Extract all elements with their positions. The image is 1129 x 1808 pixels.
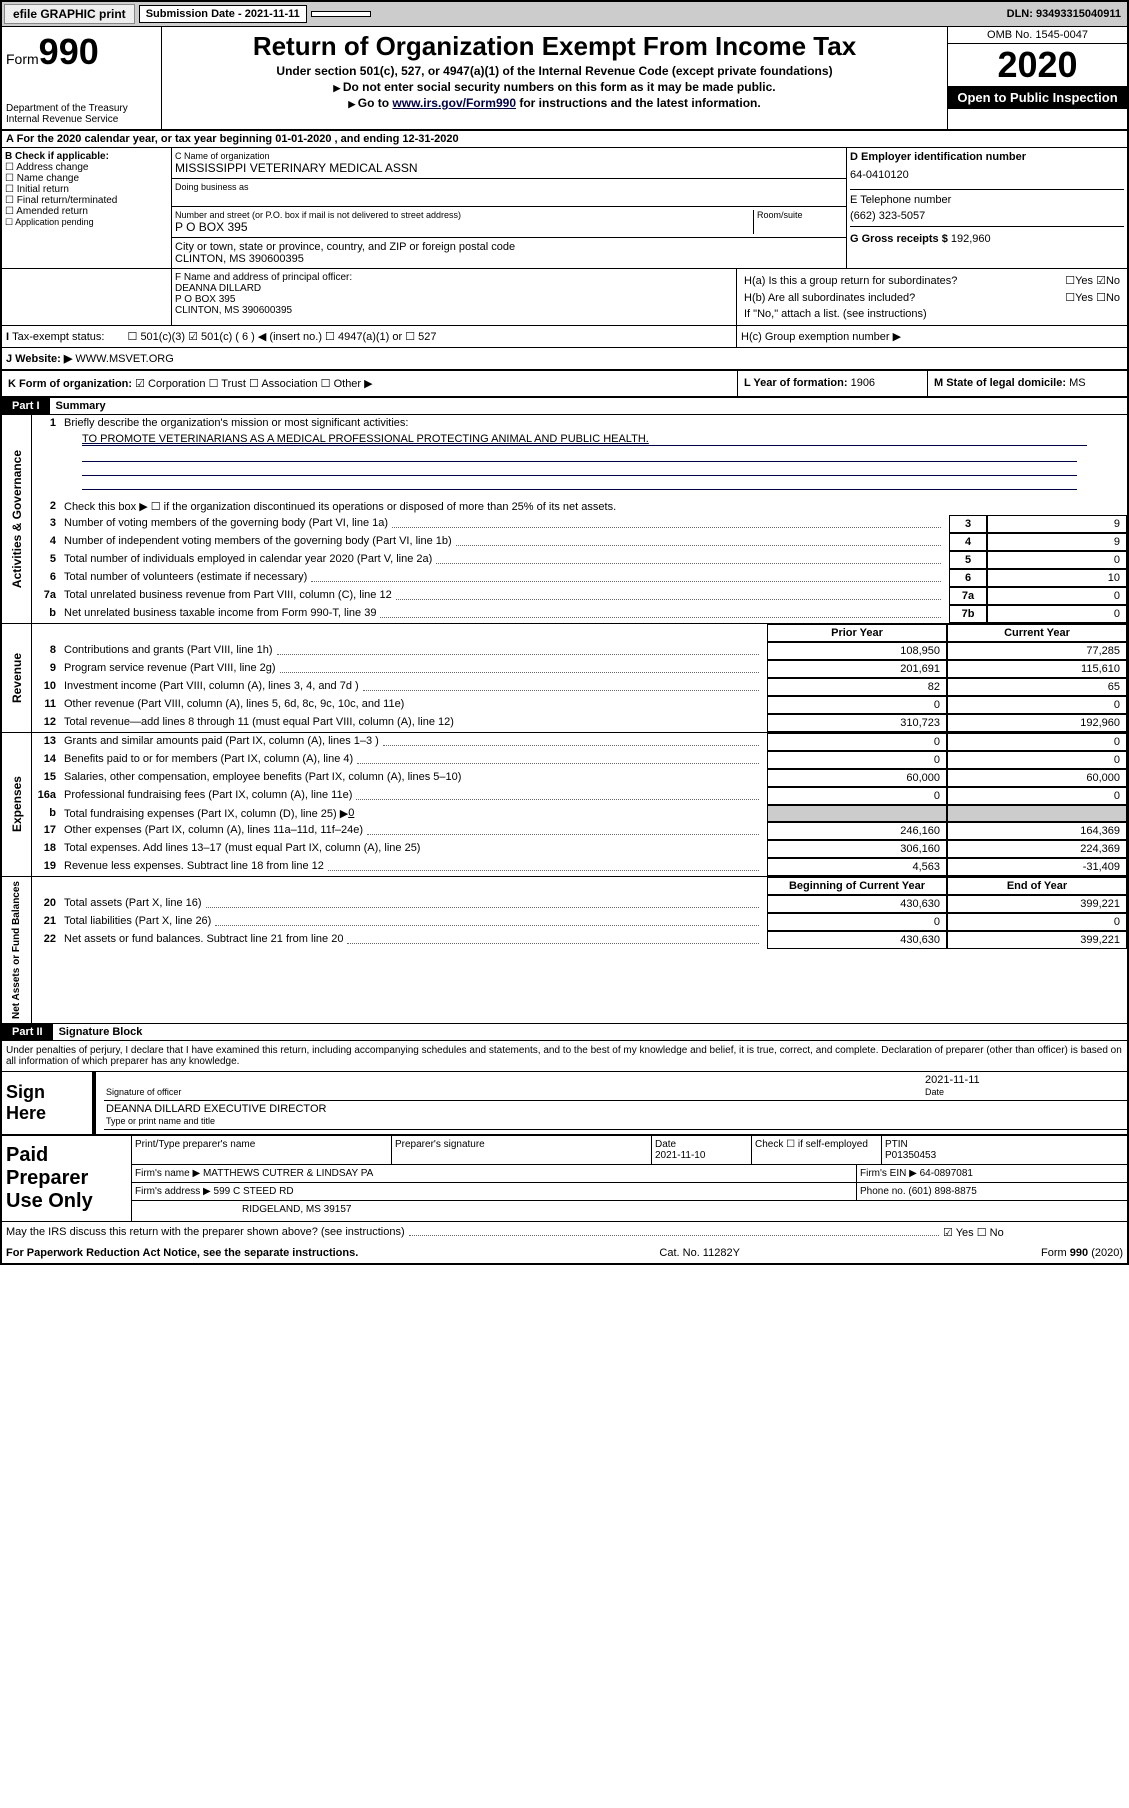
blank-btn (311, 11, 371, 17)
org-name: MISSISSIPPI VETERINARY MEDICAL ASSN (175, 161, 843, 175)
subtitle-1: Under section 501(c), 527, or 4947(a)(1)… (166, 64, 943, 78)
box-b-title: B Check if applicable: (5, 151, 168, 162)
h-a: H(a) Is this a group return for subordin… (740, 272, 1124, 289)
side-net: Net Assets or Fund Balances (9, 877, 24, 1023)
officer-sig-name: DEANNA DILLARD EXECUTIVE DIRECTOR (106, 1103, 326, 1115)
paperwork-notice: For Paperwork Reduction Act Notice, see … (6, 1247, 358, 1259)
omb-number: OMB No. 1545-0047 (948, 27, 1127, 44)
cb-final[interactable]: Final return/terminated (5, 195, 168, 206)
identity-block: B Check if applicable: Address change Na… (2, 148, 1127, 269)
cb-addr-change[interactable]: Address change (5, 162, 168, 173)
subtitle-2: Do not enter social security numbers on … (166, 80, 943, 94)
sign-here: Sign Here (2, 1072, 92, 1134)
org-name-label: C Name of organization (175, 151, 843, 161)
cb-name-change[interactable]: Name change (5, 173, 168, 184)
street-val: P O BOX 395 (175, 220, 753, 234)
form990-link[interactable]: www.irs.gov/Form990 (392, 96, 516, 110)
submission-date: Submission Date - 2021-11-11 (139, 5, 307, 23)
side-governance: Activities & Governance (8, 446, 26, 592)
form-number: Form990 (6, 31, 157, 73)
officer-name: DEANNA DILLARD (175, 283, 733, 294)
h-c: H(c) Group exemption number ▶ (737, 326, 1127, 347)
side-revenue: Revenue (8, 649, 26, 707)
website-label: J Website: ▶ (6, 353, 72, 365)
gross-label: G Gross receipts $ (850, 233, 948, 245)
gross-val: 192,960 (951, 233, 991, 245)
ein-label: D Employer identification number (850, 151, 1124, 163)
website-val: WWW.MSVET.ORG (75, 353, 173, 365)
mission-text: TO PROMOTE VETERINARIANS AS A MEDICAL PR… (82, 433, 1087, 446)
subtitle-3: Go to www.irs.gov/Form990 for instructio… (166, 96, 943, 110)
period-line: A For the 2020 calendar year, or tax yea… (2, 131, 1127, 148)
discuss-q: May the IRS discuss this return with the… (6, 1226, 405, 1239)
part1-header: Part ISummary (2, 398, 1127, 414)
room-label: Room/suite (757, 210, 843, 220)
part2-header: Part IISignature Block (2, 1024, 1127, 1040)
tax-status-label: Tax-exempt status: (12, 331, 104, 343)
cb-pending[interactable]: Application pending (5, 217, 168, 228)
open-public: Open to Public Inspection (948, 86, 1127, 109)
city-label: City or town, state or province, country… (175, 241, 843, 253)
efile-btn[interactable]: efile GRAPHIC print (4, 4, 135, 24)
ein-val: 64-0410120 (850, 163, 1124, 181)
street-label: Number and street (or P.O. box if mail i… (175, 210, 753, 220)
phone-val: (662) 323-5057 (850, 206, 1124, 222)
irs-label: Internal Revenue Service (6, 114, 157, 125)
officer-label: F Name and address of principal officer: (175, 272, 733, 283)
form-header: Form990 Department of the Treasury Inter… (2, 27, 1127, 131)
tax-year: 2020 (948, 44, 1127, 86)
officer-street: P O BOX 395 (175, 294, 733, 305)
cb-initial[interactable]: Initial return (5, 184, 168, 195)
cat-no: Cat. No. 11282Y (358, 1247, 1041, 1259)
paid-preparer: Paid Preparer Use Only (2, 1136, 132, 1221)
dept-treasury: Department of the Treasury (6, 103, 157, 114)
h-note: If "No," attach a list. (see instruction… (740, 306, 1124, 322)
declaration: Under penalties of perjury, I declare th… (2, 1040, 1127, 1071)
phone-label: E Telephone number (850, 194, 1124, 206)
dln: DLN: 93493315040911 (1001, 6, 1127, 22)
city-val: CLINTON, MS 390600395 (175, 253, 843, 265)
cb-amended[interactable]: Amended return (5, 206, 168, 217)
form-footer: Form 990 (2020) (1041, 1247, 1123, 1259)
h-b: H(b) Are all subordinates included?☐Yes … (740, 289, 1124, 306)
officer-city: CLINTON, MS 390600395 (175, 305, 733, 316)
form-title: Return of Organization Exempt From Incom… (166, 31, 943, 62)
top-bar: efile GRAPHIC print Submission Date - 20… (2, 2, 1127, 27)
dba-label: Doing business as (175, 182, 843, 192)
side-expenses: Expenses (8, 772, 26, 836)
